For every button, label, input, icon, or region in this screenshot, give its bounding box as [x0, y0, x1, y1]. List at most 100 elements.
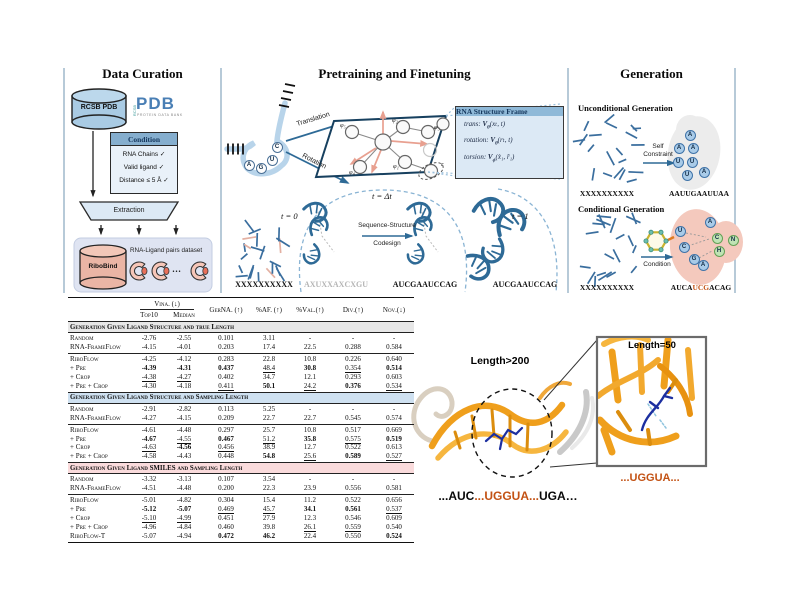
- table-cell: -4.25: [132, 355, 166, 364]
- table-cell: 0.200: [202, 484, 250, 493]
- table-cell: 0.559: [332, 522, 374, 532]
- table-cell-value: -2.55: [176, 334, 192, 343]
- table-cell: -3.32: [132, 475, 166, 484]
- frame-box-row: torsion: Vϕ(x̂₁, r̂₁): [456, 153, 563, 163]
- table-cell-value: -4.01: [176, 343, 192, 352]
- table-cell-value: -: [351, 475, 355, 484]
- table-cell-value: 0.451: [218, 514, 234, 523]
- table-cell: 0.575: [332, 434, 374, 444]
- table-cell: 12.7: [288, 443, 332, 452]
- table-cell-value: -4.15: [141, 343, 157, 352]
- table-cell-value: -: [308, 475, 312, 484]
- rna-structure-t1: [459, 194, 529, 285]
- table-cell: 0.203: [202, 343, 250, 352]
- table-row-label: + Pre: [70, 434, 86, 443]
- table-cell-value: -4.99: [176, 514, 192, 524]
- table-row-label: Random: [70, 475, 94, 484]
- table-cell-value: 0.514: [386, 363, 402, 372]
- table-cell: 25.6: [288, 452, 332, 462]
- table-cell: 27.9: [250, 514, 288, 523]
- table-cell: -2.55: [166, 334, 202, 343]
- table-cell-value: 23.9: [303, 484, 317, 493]
- table-rule: [68, 423, 414, 425]
- table-row-label: + Pre: [70, 505, 86, 514]
- table-cell: 0.107: [202, 475, 250, 484]
- frame-axes-arrows: [349, 110, 429, 174]
- table-row: + Pre -4.67 -4.55 0.467 51.2 35.8 0.575 0.519: [68, 434, 414, 444]
- table-cell-value: -: [392, 475, 396, 484]
- helix-hatch-left: [227, 143, 244, 155]
- table-cell: 26.1: [288, 522, 332, 532]
- rna-secondary-structure: [224, 83, 296, 177]
- zoom-sequence: ...UGGUA...: [620, 472, 680, 484]
- table-cell-value: 0.527: [386, 452, 402, 462]
- sequence-noise: XXXXXXXXXX: [235, 280, 293, 289]
- table-cell-value: 0.456: [218, 443, 234, 453]
- noise-scatter-conditional: [579, 212, 641, 288]
- table-cell-value: 22.3: [262, 484, 276, 493]
- table-cell-value: 0.584: [386, 343, 402, 352]
- table-cell: -4.31: [166, 364, 202, 373]
- table-cell: 0.545: [332, 414, 374, 423]
- table-cell-value: 22.8: [262, 355, 276, 363]
- table-cell-value: 0.293: [345, 372, 361, 381]
- table-cell: 0.534: [374, 381, 414, 391]
- table-cell: 0.288: [332, 343, 374, 352]
- header-vina-group: Vina. (↓): [132, 299, 202, 310]
- table-cell-value: 3.11: [263, 334, 275, 343]
- table-cell: 0.522: [332, 496, 374, 505]
- frame-box-row: trans: Vθ(xₜ, t): [456, 120, 563, 130]
- table-cell-value: 45.7: [262, 505, 276, 515]
- table-cell-value: -4.18: [176, 381, 192, 390]
- table-cell: 0.517: [332, 426, 374, 435]
- table-row-label: + Pre + Crop: [70, 381, 108, 390]
- table-cell: -4.43: [166, 452, 202, 461]
- table-row-label: RiboFlow: [70, 355, 99, 363]
- table-cell: -4.38: [132, 372, 166, 382]
- table-cell-value: 50.1: [262, 381, 276, 390]
- extraction-trapezoid: [78, 201, 180, 221]
- table-cell: 0.574: [374, 414, 414, 423]
- table-cell: 34.1: [288, 505, 332, 514]
- table-row: RiboFlow-T -5.07 -4.94 0.472 46.2 22.4 0.550 0.…: [68, 532, 414, 541]
- table-cell-value: 22.7: [303, 413, 317, 422]
- table-cell: -4.63: [132, 443, 166, 453]
- table-cell: -4.96: [132, 523, 166, 532]
- table-cell-value: 54.8: [262, 452, 276, 461]
- table-row: RNA-FrameFlow -4.15 -4.01 0.203 17.4 22.5 0.28…: [68, 343, 414, 352]
- table-cell: 10.8: [288, 355, 332, 364]
- table-cell-value: -2.91: [141, 404, 157, 413]
- table-row-label: + Crop: [70, 514, 91, 523]
- nucleotide-circle: A: [687, 142, 699, 154]
- table-cell-value: -4.67: [141, 434, 157, 443]
- table-row-label: Random: [70, 334, 94, 343]
- header-empty: [68, 299, 132, 320]
- phi-label: φ₃: [434, 124, 440, 131]
- table-cell: -2.82: [166, 405, 202, 414]
- table-row: RiboFlow -4.61 -4.48 0.297 25.7 10.8 0.517 0.66…: [68, 426, 414, 435]
- seq-part: UGA…: [539, 489, 578, 503]
- table-cell-value: 0.574: [386, 413, 402, 422]
- unconditional-label: Unconditional Generation: [578, 103, 673, 113]
- dataset-ellipsis: …: [172, 264, 181, 274]
- table-cell: 0.522: [332, 443, 374, 452]
- table-cell: 0.297: [202, 426, 250, 435]
- nucleotide-circle: A: [673, 142, 685, 154]
- table-cell-value: -4.96: [141, 522, 157, 531]
- phi-label: φ₄: [349, 169, 355, 176]
- table-row: Random -2.76 -2.55 0.101 3.11 - - -: [68, 334, 414, 343]
- table-cell: 0.402: [202, 373, 250, 382]
- conditional-label: Conditional Generation: [578, 204, 665, 214]
- table-cell: -4.56: [166, 443, 202, 452]
- table-cell-value: 15.4: [262, 496, 276, 505]
- table-cell: 12.3: [288, 514, 332, 523]
- self-label: Self: [652, 143, 664, 150]
- table-cell-value: -4.48: [176, 484, 192, 493]
- frame-row-sub: θ: [495, 141, 498, 147]
- pdb-logo-text: PDB: [136, 94, 175, 113]
- table-cell: 5.25: [250, 405, 288, 414]
- table-cell-value: 0.561: [345, 505, 361, 514]
- table-cell: -4.82: [166, 496, 202, 505]
- table-cell: -5.10: [132, 514, 166, 524]
